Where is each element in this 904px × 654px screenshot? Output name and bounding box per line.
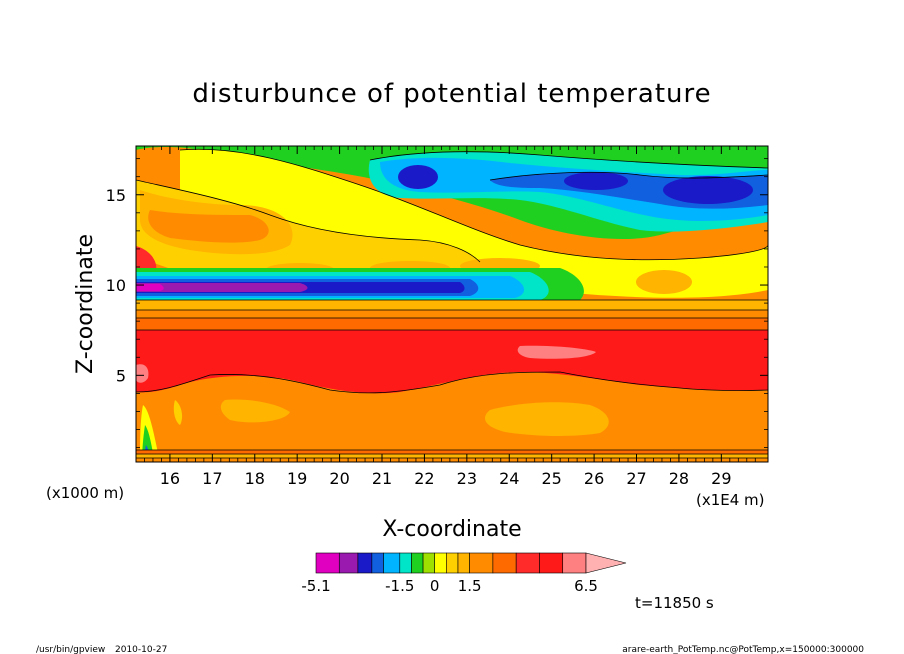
region-blue-blob-2 <box>663 176 753 204</box>
time-label: t=11850 s <box>635 594 714 612</box>
band-yellow-lower <box>136 300 768 312</box>
colorbar-swatch <box>371 552 384 574</box>
region-lower-orange-light <box>485 402 609 436</box>
region-blue-blob-3 <box>564 172 628 190</box>
y-axis-ticks: 5 10 15 <box>106 158 768 448</box>
colorbar-swatch <box>434 552 447 574</box>
footer-source: arare-earth_PotTemp.nc@PotTemp,x=150000:… <box>622 645 864 654</box>
x-tick-label: 26 <box>584 469 604 488</box>
y-unit-label: (x1000 m) <box>46 484 124 502</box>
y-tick-label: 10 <box>106 276 126 295</box>
x-tick-label: 16 <box>160 469 180 488</box>
colorbar-swatch <box>562 552 587 574</box>
colorbar-swatch <box>446 552 459 574</box>
band-dark-orange <box>136 318 768 332</box>
y-tick-label: 15 <box>106 186 126 205</box>
colorbar-swatch <box>457 552 470 574</box>
plot-area <box>136 146 768 462</box>
region-red-main <box>136 330 768 394</box>
region-blue-blob-1 <box>398 165 438 189</box>
colorbar-arrow <box>585 552 627 574</box>
plot-frame <box>135 145 769 463</box>
x-tick-label: 23 <box>457 469 477 488</box>
x-tick-label: 19 <box>287 469 307 488</box>
x-tick-label: 22 <box>414 469 434 488</box>
footer-date: 2010-10-27 <box>115 645 167 654</box>
band-purple <box>136 283 308 292</box>
region-blob-d <box>636 270 692 294</box>
band-orange-lower <box>136 310 768 320</box>
x-tick-label: 28 <box>669 469 689 488</box>
band-magenta <box>136 284 164 291</box>
x-axis-ticks: 16 17 18 19 20 21 22 23 24 25 26 27 28 29 <box>135 146 756 488</box>
region-bottom-left-yellow-2 <box>173 400 183 425</box>
colorbar-label: -1.5 <box>385 577 414 595</box>
y-axis-label: Z-coordinate <box>73 234 98 374</box>
band-bottom-2 <box>136 454 768 458</box>
colorbar-swatch <box>315 552 340 574</box>
x-tick-label: 18 <box>245 469 265 488</box>
colorbar-swatch <box>469 552 494 574</box>
x-tick-label: 29 <box>711 469 731 488</box>
region-lower-orange-left <box>220 399 290 423</box>
colorbar-label: 6.5 <box>574 577 598 595</box>
colorbar-label: 1.5 <box>458 577 482 595</box>
chart-title: disturbunce of potential temperature <box>192 79 711 109</box>
band-bottom-1 <box>136 450 768 454</box>
colorbar-swatch <box>399 552 412 574</box>
footer-program: /usr/bin/gpview <box>36 645 105 654</box>
region-red-pale-left <box>136 364 149 383</box>
region-red-pale <box>517 345 596 359</box>
colorbar-swatch <box>492 552 517 574</box>
colorbar-label: 0 <box>430 577 440 595</box>
band-bottom-3 <box>136 458 768 462</box>
colorbar-swatch <box>411 552 424 574</box>
x-tick-label: 27 <box>626 469 646 488</box>
x-tick-label: 24 <box>499 469 519 488</box>
region-dark-orange-blob <box>148 210 269 243</box>
colorbar-label: -5.1 <box>301 577 330 595</box>
colorbar-swatch <box>539 552 564 574</box>
x-axis-label: X-coordinate <box>382 517 521 542</box>
colorbar-swatch <box>383 552 401 574</box>
colorbar-swatch <box>422 552 436 574</box>
colorbar <box>315 552 627 574</box>
colorbar-swatch <box>357 552 373 574</box>
y-tick-label: 5 <box>116 366 126 385</box>
x-tick-label: 25 <box>541 469 561 488</box>
contour-lines <box>136 148 768 459</box>
colorbar-swatch <box>515 552 540 574</box>
x-tick-label: 17 <box>202 469 222 488</box>
colorbar-labels: -5.1 -1.5 0 1.5 6.5 <box>301 577 598 595</box>
x-unit-label: (x1E4 m) <box>696 491 765 509</box>
x-tick-label: 21 <box>372 469 392 488</box>
colorbar-swatch <box>338 552 359 574</box>
x-tick-label: 20 <box>329 469 349 488</box>
